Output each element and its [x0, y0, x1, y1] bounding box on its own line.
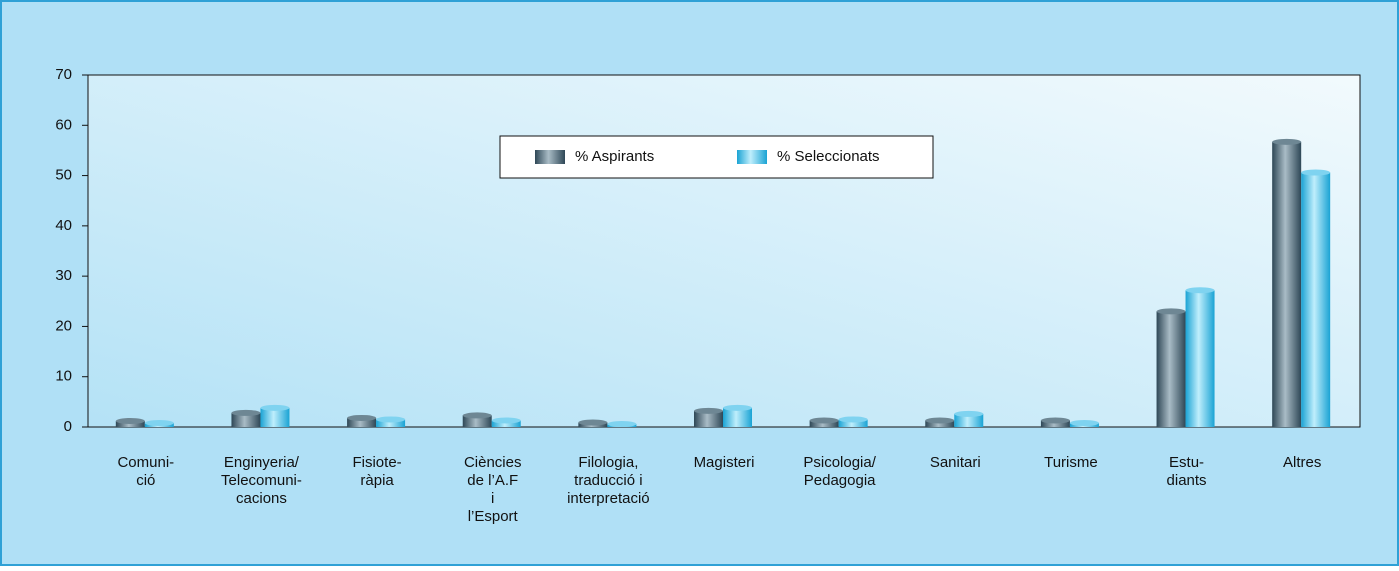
- bar: [462, 415, 492, 427]
- bar: [1185, 290, 1215, 427]
- bar: [260, 407, 290, 427]
- x-tick-label: cacions: [236, 490, 287, 507]
- y-tick-label: 50: [55, 167, 72, 184]
- x-tick-label: Comuni-: [117, 454, 174, 471]
- bar: [115, 420, 145, 427]
- x-tick-label: ràpia: [360, 472, 394, 489]
- bar-cap: [607, 420, 637, 427]
- y-tick-label: 70: [55, 66, 72, 83]
- y-tick-label: 30: [55, 267, 72, 284]
- x-tick-label: Altres: [1283, 454, 1321, 471]
- bar-cap: [376, 416, 406, 423]
- legend-label: % Aspirants: [575, 148, 654, 165]
- bar: [1272, 141, 1302, 427]
- x-tick-label: Telecomuni-: [221, 472, 302, 489]
- bar: [491, 420, 521, 427]
- bar-cap: [1301, 169, 1331, 176]
- bar-cap: [491, 417, 521, 424]
- bar-cap: [462, 412, 492, 419]
- bar-cap: [838, 416, 868, 423]
- bar-cap: [1185, 287, 1215, 294]
- y-tick-label: 20: [55, 317, 72, 334]
- y-tick-label: 0: [64, 418, 72, 435]
- bar-cap: [1040, 417, 1070, 424]
- bar: [838, 419, 868, 427]
- y-tick-label: 10: [55, 368, 72, 385]
- x-tick-label: i: [491, 490, 494, 507]
- bar: [1301, 172, 1331, 427]
- bar: [925, 420, 955, 427]
- x-tick-label: diants: [1167, 472, 1207, 489]
- x-tick-label: ció: [136, 472, 155, 489]
- y-tick-label: 60: [55, 116, 72, 133]
- x-tick-label: Magisteri: [694, 454, 755, 471]
- x-tick-label: Pedagogia: [804, 472, 876, 489]
- x-tick-label: interpretació: [567, 490, 650, 507]
- bar: [723, 407, 752, 427]
- bar-cap: [925, 417, 955, 424]
- bar-cap: [231, 409, 261, 416]
- x-tick-label: Turisme: [1044, 454, 1098, 471]
- legend-label: % Seleccionats: [777, 148, 880, 165]
- bar-cap: [1069, 419, 1099, 426]
- legend-swatch: [535, 150, 565, 164]
- x-tick-label: Sanitari: [930, 454, 981, 471]
- bar-cap: [954, 410, 984, 417]
- bar: [231, 412, 261, 427]
- bar-cap: [347, 414, 377, 421]
- bar: [1040, 420, 1070, 427]
- x-tick-label: traducció i: [574, 472, 642, 489]
- bar: [376, 419, 406, 427]
- bar-cap: [1156, 308, 1186, 315]
- bar-cap: [578, 419, 608, 426]
- x-tick-label: Psicologia/: [803, 454, 876, 471]
- x-tick-label: Filologia,: [578, 454, 638, 471]
- bar-cap: [115, 417, 145, 424]
- x-tick-label: Ciències: [464, 454, 522, 471]
- bar-cap: [144, 419, 174, 426]
- x-tick-label: Enginyeria/: [224, 454, 300, 471]
- bar: [1156, 311, 1186, 427]
- legend-box: [499, 135, 934, 179]
- bar-cap: [260, 404, 290, 411]
- x-tick-label: l’Esport: [468, 508, 519, 525]
- bar-cap: [723, 404, 752, 411]
- x-tick-label: Estu-: [1169, 454, 1204, 471]
- legend-swatch: [737, 150, 767, 164]
- bar-cap: [809, 417, 839, 424]
- bar-cap: [1272, 138, 1302, 145]
- bar: [809, 420, 839, 427]
- x-tick-label: de l’A.F: [467, 472, 518, 489]
- bar: [347, 417, 377, 427]
- plot-area: [87, 74, 1361, 428]
- bar: [954, 413, 984, 427]
- bar: [694, 410, 723, 427]
- bar-cap: [694, 407, 723, 414]
- y-tick-label: 40: [55, 217, 72, 234]
- x-tick-label: Fisiote-: [352, 454, 401, 471]
